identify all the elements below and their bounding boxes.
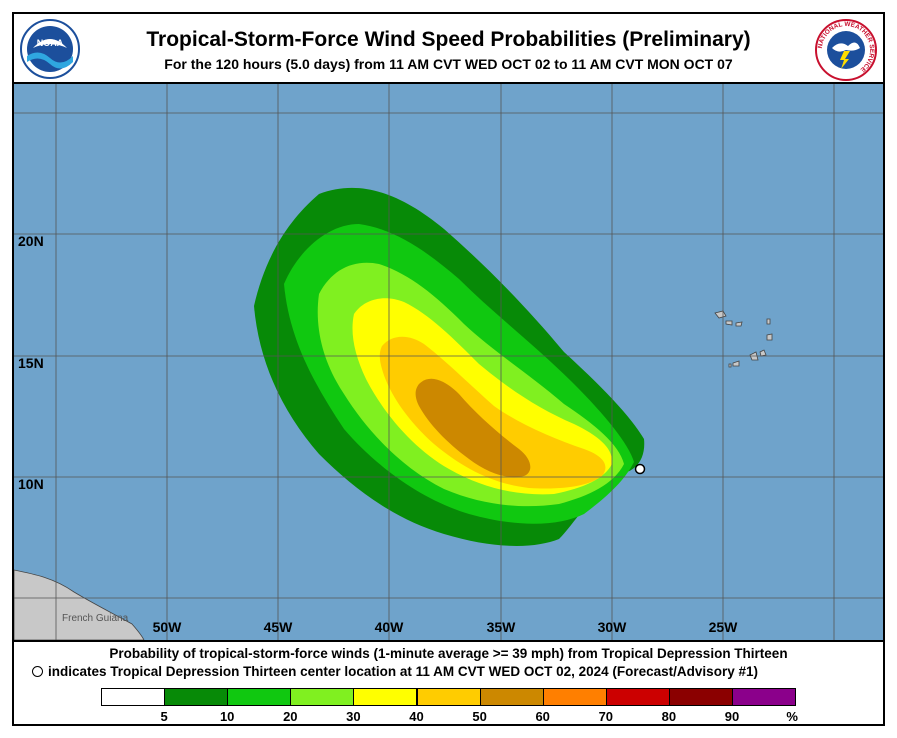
legend-tick-label: 50 [472, 709, 487, 724]
center-marker-key-icon [32, 666, 43, 677]
footer-description: Probability of tropical-storm-force wind… [109, 646, 788, 661]
french-guiana-label: French Guiana [62, 613, 129, 624]
legend-unit-label: % [786, 709, 798, 724]
lon-label: 25W [709, 619, 739, 635]
legend-tick-label: 30 [346, 709, 361, 724]
map-subtitle: For the 120 hours (5.0 days) from 11 AM … [164, 56, 733, 72]
lat-label: 20N [18, 233, 44, 249]
nws-logo: NATIONAL WEATHER SERVICE [815, 19, 877, 81]
legend-tick-label: 60 [535, 709, 550, 724]
graphic-frame: NOAA Tropical-Storm-Force Wind Speed Pro… [12, 12, 885, 726]
legend-tick-label: 5 [160, 709, 168, 724]
south-america-land [14, 569, 145, 640]
legend-swatch [101, 688, 166, 706]
lon-label: 30W [598, 619, 628, 635]
cape-verde-island [766, 318, 771, 325]
legend-tick-label: 70 [598, 709, 614, 724]
svg-text:NOAA: NOAA [37, 38, 64, 48]
legend-swatch [605, 688, 670, 706]
cape-verde-island [759, 349, 767, 357]
lat-label: 15N [18, 355, 44, 371]
lat-lon-grid [14, 84, 883, 640]
map-title: Tropical-Storm-Force Wind Speed Probabil… [146, 28, 751, 51]
probability-band-50-60 [415, 378, 531, 478]
lon-label: 45W [264, 619, 294, 635]
legend-tick-label: 10 [219, 709, 235, 724]
lat-label: 10N [18, 476, 44, 492]
legend-swatch [227, 688, 292, 706]
cape-verde-island [725, 320, 733, 326]
cape-verde-island [766, 333, 773, 341]
legend-tick-label: 90 [724, 709, 740, 724]
footer: Probability of tropical-storm-force wind… [14, 642, 883, 726]
footer-center-note: indicates Tropical Depression Thirteen c… [48, 664, 758, 679]
legend-swatch [732, 688, 797, 706]
probability-band-40-50 [379, 336, 606, 489]
legend-swatch [290, 688, 355, 706]
legend-swatch [479, 688, 544, 706]
legend-swatch [164, 688, 229, 706]
legend-swatch [668, 688, 733, 706]
legend-tick-label: 80 [661, 709, 677, 724]
probability-map: French Guiana 50W 45W 40W 35W 30W 25W 20… [14, 82, 883, 642]
legend-tick-label: 20 [283, 709, 298, 724]
map-canvas: French Guiana 50W 45W 40W 35W 30W 25W 20… [14, 84, 883, 640]
legend-swatch [542, 688, 607, 706]
lon-label: 40W [375, 619, 405, 635]
cape-verde-island [732, 360, 740, 367]
lon-label: 50W [153, 619, 183, 635]
legend-swatch [416, 688, 481, 706]
cape-verde-island [735, 321, 743, 327]
noaa-logo: NOAA [20, 19, 80, 79]
cape-verde-island [728, 363, 732, 368]
storm-center-marker [634, 463, 646, 475]
lon-label: 35W [487, 619, 517, 635]
header: NOAA Tropical-Storm-Force Wind Speed Pro… [14, 14, 883, 84]
probability-legend: 5 10 20 30 40 50 60 70 80 90% [101, 688, 798, 724]
legend-swatch [353, 688, 418, 706]
legend-tick-label: 40 [409, 709, 424, 724]
